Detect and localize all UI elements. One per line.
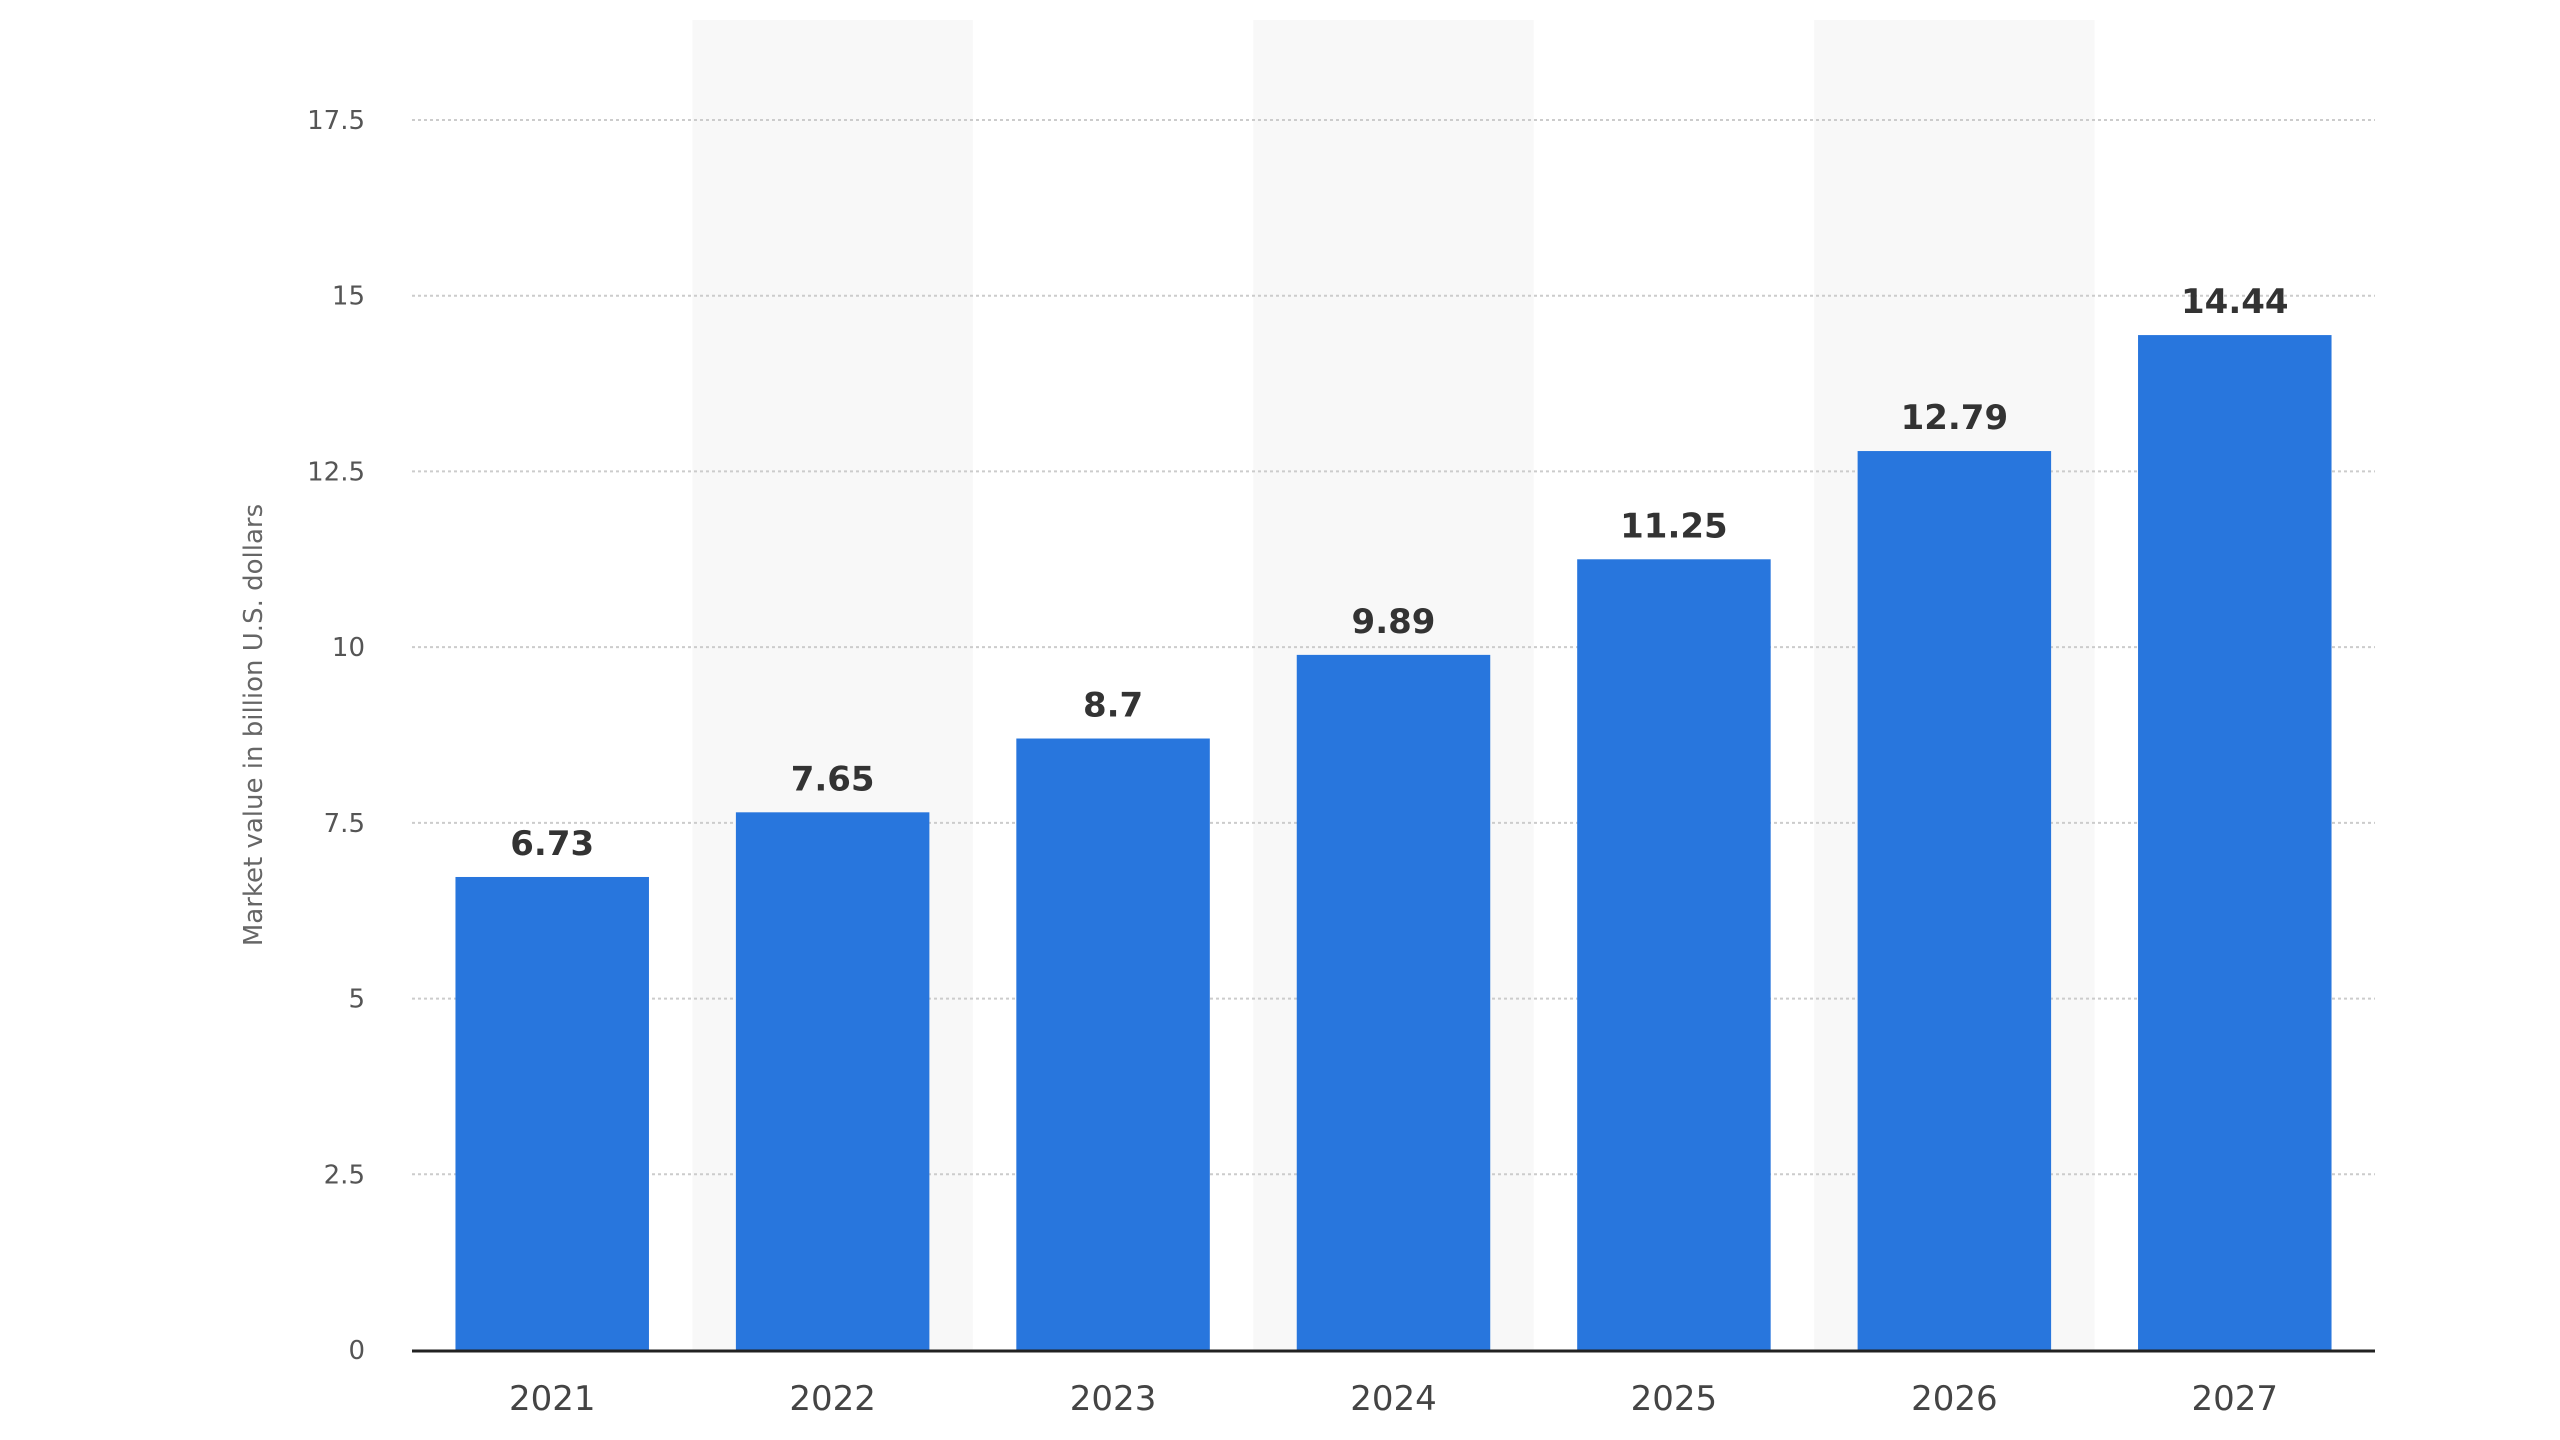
data-labels: 6.73 7.65 8.7 9.89 11.25 12.79 14.44 bbox=[510, 282, 2288, 864]
y-axis-title: Market value in billion U.S. dollars bbox=[239, 504, 269, 946]
bar-2026 bbox=[1857, 451, 2052, 1350]
x-tick-label: 2026 bbox=[1911, 1379, 1998, 1419]
y-tick-label: 2.5 bbox=[324, 1160, 365, 1190]
x-axis-ticks: 2021 2022 2023 2024 2025 2026 2027 bbox=[509, 1379, 2278, 1419]
y-tick-label: 15 bbox=[332, 282, 365, 312]
bars bbox=[455, 335, 2332, 1350]
x-tick-label: 2025 bbox=[1631, 1379, 1718, 1419]
data-label-2021: 6.73 bbox=[510, 824, 594, 864]
data-label-2023: 8.7 bbox=[1083, 686, 1143, 726]
x-tick-label: 2022 bbox=[789, 1379, 876, 1419]
y-tick-label: 0 bbox=[348, 1336, 365, 1366]
data-label-2026: 12.79 bbox=[1901, 398, 2009, 438]
bar-2023 bbox=[1016, 738, 1210, 1350]
y-tick-label: 10 bbox=[332, 633, 365, 663]
data-label-2025: 11.25 bbox=[1620, 506, 1728, 546]
bar-2021 bbox=[455, 876, 649, 1350]
y-tick-label: 7.5 bbox=[324, 809, 365, 839]
x-tick-label: 2023 bbox=[1070, 1379, 1157, 1419]
data-label-2022: 7.65 bbox=[791, 759, 875, 799]
x-tick-label: 2021 bbox=[509, 1379, 596, 1419]
data-label-2027: 14.44 bbox=[2181, 282, 2289, 322]
x-tick-label: 2024 bbox=[1350, 1379, 1437, 1419]
y-tick-label: 12.5 bbox=[307, 457, 365, 487]
bar-2027 bbox=[2138, 335, 2332, 1350]
bar-2022 bbox=[735, 812, 930, 1350]
y-axis-ticks: 0 2.5 5 7.5 10 12.5 15 17.5 bbox=[307, 106, 365, 1366]
bar-2025 bbox=[1577, 559, 1771, 1350]
bar-2024 bbox=[1296, 654, 1491, 1350]
y-tick-label: 17.5 bbox=[307, 106, 365, 136]
y-tick-label: 5 bbox=[348, 985, 365, 1015]
data-label-2024: 9.89 bbox=[1352, 602, 1436, 642]
x-tick-label: 2027 bbox=[2192, 1379, 2279, 1419]
